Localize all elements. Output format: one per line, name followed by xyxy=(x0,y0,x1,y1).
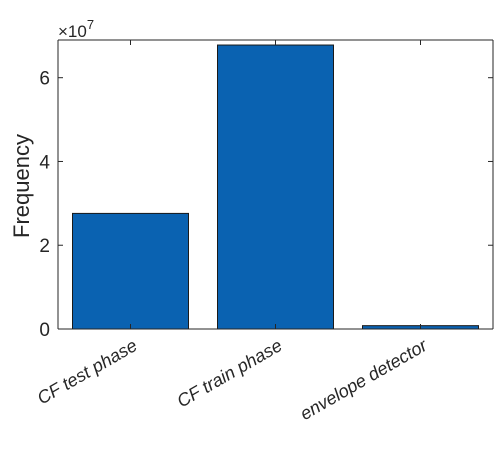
x-tick-label: CF test phase xyxy=(34,335,141,408)
y-tick-label: 0 xyxy=(39,320,50,341)
y-exponent-power: 7 xyxy=(87,17,94,32)
bar-cf-train-phase xyxy=(217,44,334,330)
ticks-group: 0 2 4 6 xyxy=(39,40,493,341)
y-tick-label: 2 xyxy=(39,236,50,257)
y-tick-label: 6 xyxy=(39,69,50,90)
y-axis-title: Frequency xyxy=(9,134,34,238)
y-exponent-label: ×107 xyxy=(58,17,94,41)
bars-group: CF test phase CF train phase envelope dete… xyxy=(34,44,479,424)
bar-cf-test-phase xyxy=(72,212,189,330)
y-exponent-base: ×10 xyxy=(58,22,87,41)
x-tick-label: CF train phase xyxy=(174,335,286,411)
y-tick-label: 4 xyxy=(39,152,50,173)
x-tick-label: envelope detector xyxy=(297,335,432,424)
